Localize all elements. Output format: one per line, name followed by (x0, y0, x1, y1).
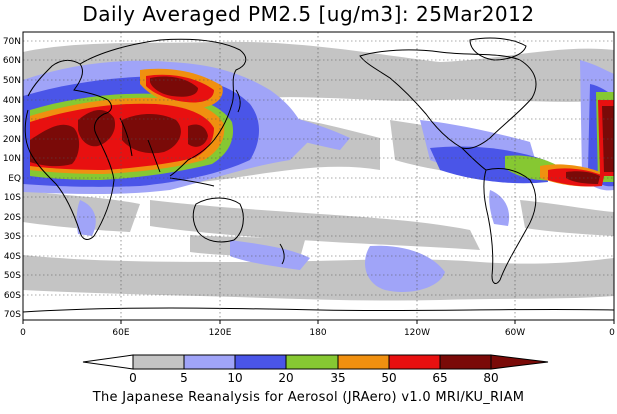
colorbar-segment (132, 354, 185, 370)
lat-label: 50N (3, 76, 21, 86)
colorbar-upper-arrow (490, 354, 549, 370)
colorbar-segment (388, 354, 441, 370)
colorbar-tick: 0 (129, 371, 137, 385)
lat-label: 40S (4, 252, 21, 262)
lat-label: 50S (4, 271, 21, 281)
colorbar (82, 354, 549, 370)
lat-label: 60S (4, 291, 21, 301)
lon-label: 60W (505, 328, 525, 338)
colorbar-segment (337, 354, 390, 370)
lat-label: 70S (4, 310, 21, 320)
lat-label: 60N (3, 56, 21, 66)
lat-label: 20N (3, 135, 21, 145)
lat-label: 30N (3, 115, 21, 125)
colorbar-tick: 20 (278, 371, 293, 385)
lat-label: 10S (4, 193, 21, 203)
lat-label: EQ (8, 174, 21, 184)
pm25-hazardous-areas (30, 76, 614, 184)
lon-label: 60E (112, 328, 129, 338)
lon-label: 0 (20, 328, 26, 338)
lon-label: 180 (309, 328, 326, 338)
lon-label: 120E (209, 328, 232, 338)
colorbar-tick: 65 (432, 371, 447, 385)
colorbar-tick: 50 (381, 371, 396, 385)
graticule (23, 32, 614, 320)
map-title: Daily Averaged PM2.5 [ug/m3]: 25Mar2012 (82, 2, 535, 26)
footer-credit: The Japanese Reanalysis for Aerosol (JRA… (92, 390, 525, 405)
lat-label: 20S (4, 213, 21, 223)
colorbar-tick: 10 (227, 371, 242, 385)
colorbar-segment (183, 354, 236, 370)
longitude-ticks (22, 320, 615, 324)
colorbar-tick: 80 (483, 371, 498, 385)
lon-label: 0 (609, 328, 615, 338)
longitude-labels: 0 60E 120E 180 120W 60W 0 (20, 328, 615, 338)
colorbar-segment (234, 354, 287, 370)
colorbar-segment (439, 354, 492, 370)
lat-label: 70N (3, 37, 21, 47)
lat-label: 10N (3, 154, 21, 164)
colorbar-labels: 0 5 10 20 35 50 65 80 (129, 371, 498, 385)
latitude-labels: 70N 60N 50N 40N 30N 20N 10N EQ 10S 20S 3… (3, 37, 21, 320)
colorbar-lower-arrow (82, 354, 134, 370)
lon-label: 120W (404, 328, 430, 338)
colorbar-segment (285, 354, 339, 370)
lat-label: 40N (3, 96, 21, 106)
colorbar-tick: 5 (180, 371, 188, 385)
lat-label: 30S (4, 232, 21, 242)
colorbar-tick: 35 (330, 371, 345, 385)
